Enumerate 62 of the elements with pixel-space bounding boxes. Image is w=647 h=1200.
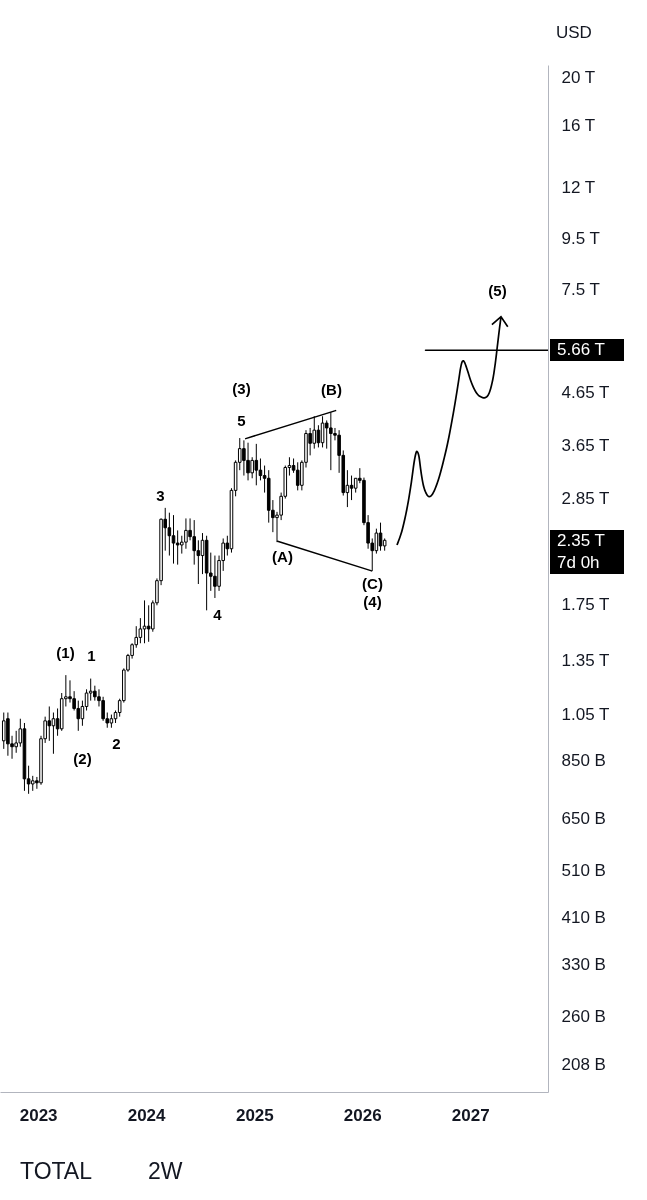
candlestick [349,475,354,501]
y-tick-label: 20 T [561,67,596,87]
candlestick [246,442,250,481]
candlestick [378,522,383,552]
text: 2.35 T [550,530,624,552]
y-tick-label: 510 B [561,861,606,881]
annotation: (A) [272,548,293,565]
annotation: (4) [363,593,382,610]
annotation: 3 [156,486,165,504]
candlestick [14,730,18,754]
text: 2W [148,1157,183,1186]
y-tick-label: 208 B [561,1055,606,1075]
candlestick [167,512,172,557]
x-tick-label: 2024 [127,1105,167,1125]
y-tick-label: 12 T [561,178,596,198]
x-tick-label: 2027 [451,1105,490,1125]
x-tick-label: 2025 [235,1105,274,1125]
candlestick [295,461,300,491]
y-tick-label: 850 B [561,750,606,770]
candlestick [250,456,254,479]
x-tick-label: 2023 [19,1105,58,1125]
y-tick-label: 650 B [561,808,606,828]
candlestick [1,712,6,750]
y-tick-label: 330 B [561,955,606,975]
text: 7d 0h [550,552,624,574]
candlestick [192,519,196,566]
candlestick [47,705,52,742]
y-tick-label: 2.85 T [561,489,610,509]
candlestick [146,604,151,643]
annotation: 4 [213,605,223,623]
candlestick [213,555,217,599]
candlestick [142,599,147,644]
y-tick-label: 1.05 T [561,705,610,725]
y-tick-label: 9.5 T [561,228,600,248]
annotation: 1 [87,646,96,664]
annotation: (3) [232,380,251,397]
annotation: 2 [112,734,121,752]
annotation: (1) [56,644,75,661]
text: TOTAL [20,1157,92,1186]
candlestick [171,514,176,565]
candlestick [175,529,180,566]
x-tick-label: 2026 [343,1105,382,1125]
candlestick [242,439,246,477]
y-tick-label: 1.75 T [561,594,610,614]
candlestick [138,617,143,644]
candlestick [254,443,259,486]
y-tick-label: 7.5 T [561,279,600,299]
annotation: (2) [73,750,92,767]
series-label: 5.66 T [550,338,624,361]
y-tick-label: 1.35 T [561,650,610,670]
candlestick [316,424,321,448]
text: USD [556,22,592,44]
annotation: 5 [237,411,246,429]
candlestick [184,517,188,550]
y-tick-label: 260 B [561,1007,606,1027]
annotation: (C) [362,575,383,592]
y-tick-label: 16 T [561,115,596,135]
y-tick-label: 3.65 T [561,435,610,455]
annotation: (B) [321,381,342,398]
y-tick-label: 410 B [561,908,606,928]
y-tick-label: 4.65 T [561,383,610,403]
annotation: (5) [488,282,507,299]
